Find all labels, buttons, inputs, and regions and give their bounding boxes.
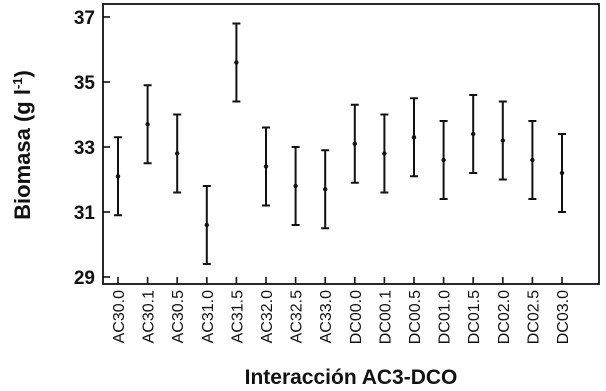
- y-axis: 29 31 33 35 37: [74, 8, 110, 289]
- mean-point: [145, 122, 150, 127]
- error-bar: [528, 120, 537, 200]
- error-bar: [232, 22, 241, 103]
- x-tick-label: DC00.1: [377, 290, 394, 344]
- x-tick-label: AC30.1: [141, 290, 158, 343]
- x-tick-label: DC01.0: [437, 290, 454, 344]
- error-bar: [262, 126, 270, 207]
- y-axis-title-superscript: -1: [10, 77, 25, 89]
- x-axis: AC30.0 AC30.1 AC30.5 AC31.0 AC31.5 AC32.0 AC32…: [111, 277, 572, 344]
- error-bar: [410, 97, 418, 178]
- y-axis-title-end: ): [10, 70, 35, 77]
- error-bar: [291, 146, 300, 226]
- y-tick-label: 31: [74, 203, 96, 224]
- error-bar: [350, 103, 359, 184]
- x-tick-label: DC02.0: [496, 290, 513, 344]
- y-tick-label: 29: [74, 268, 95, 289]
- plot-frame: [102, 3, 600, 285]
- x-tick-label: AC33.0: [318, 290, 335, 343]
- mean-point: [530, 157, 535, 163]
- mean-point: [441, 157, 446, 163]
- x-tick-label: AC31.5: [229, 290, 246, 343]
- error-bar: [469, 94, 478, 174]
- y-tick-label: 35: [74, 73, 96, 94]
- y-tick-label: 37: [74, 8, 95, 29]
- mean-point: [559, 170, 565, 176]
- mean-point: [263, 164, 269, 169]
- error-bar: [143, 84, 152, 165]
- mean-point: [175, 151, 180, 156]
- x-tick-label: DC03.0: [555, 290, 572, 344]
- mean-point: [411, 135, 417, 140]
- error-bar: [380, 113, 389, 194]
- mean-point: [234, 60, 239, 65]
- error-bar: [439, 120, 448, 200]
- error-bar: [114, 136, 122, 217]
- x-axis-title: Interacción AC3-DCO: [245, 366, 458, 389]
- error-bars: [114, 22, 566, 265]
- error-bar: [173, 113, 182, 194]
- mean-point: [352, 141, 357, 146]
- x-tick-label: DC01.5: [466, 290, 483, 344]
- x-tick-label: AC31.0: [200, 290, 217, 343]
- x-tick-label: AC30.0: [111, 290, 128, 343]
- mean-point: [204, 222, 209, 228]
- x-tick-label: AC32.5: [289, 290, 306, 343]
- x-tick-label: DC00.5: [407, 290, 424, 344]
- y-axis-title-main: Biomasa (g l: [10, 89, 35, 220]
- mean-point: [471, 131, 476, 137]
- y-tick-label: 33: [74, 138, 95, 159]
- mean-point: [293, 183, 298, 189]
- x-tick-label: DC00.0: [348, 290, 365, 344]
- error-bar: [498, 100, 507, 181]
- mean-point: [115, 174, 121, 179]
- mean-point: [323, 187, 328, 192]
- error-bar: [202, 185, 211, 265]
- mean-point: [382, 151, 387, 156]
- y-axis-title: Biomasa (g l-1): [10, 70, 35, 220]
- x-tick-label: DC02.5: [525, 290, 542, 344]
- x-tick-label: AC32.0: [259, 290, 276, 343]
- error-bar: [558, 133, 566, 213]
- x-tick-label: AC30.5: [170, 290, 187, 343]
- mean-point: [500, 138, 505, 143]
- error-bar: [321, 149, 330, 230]
